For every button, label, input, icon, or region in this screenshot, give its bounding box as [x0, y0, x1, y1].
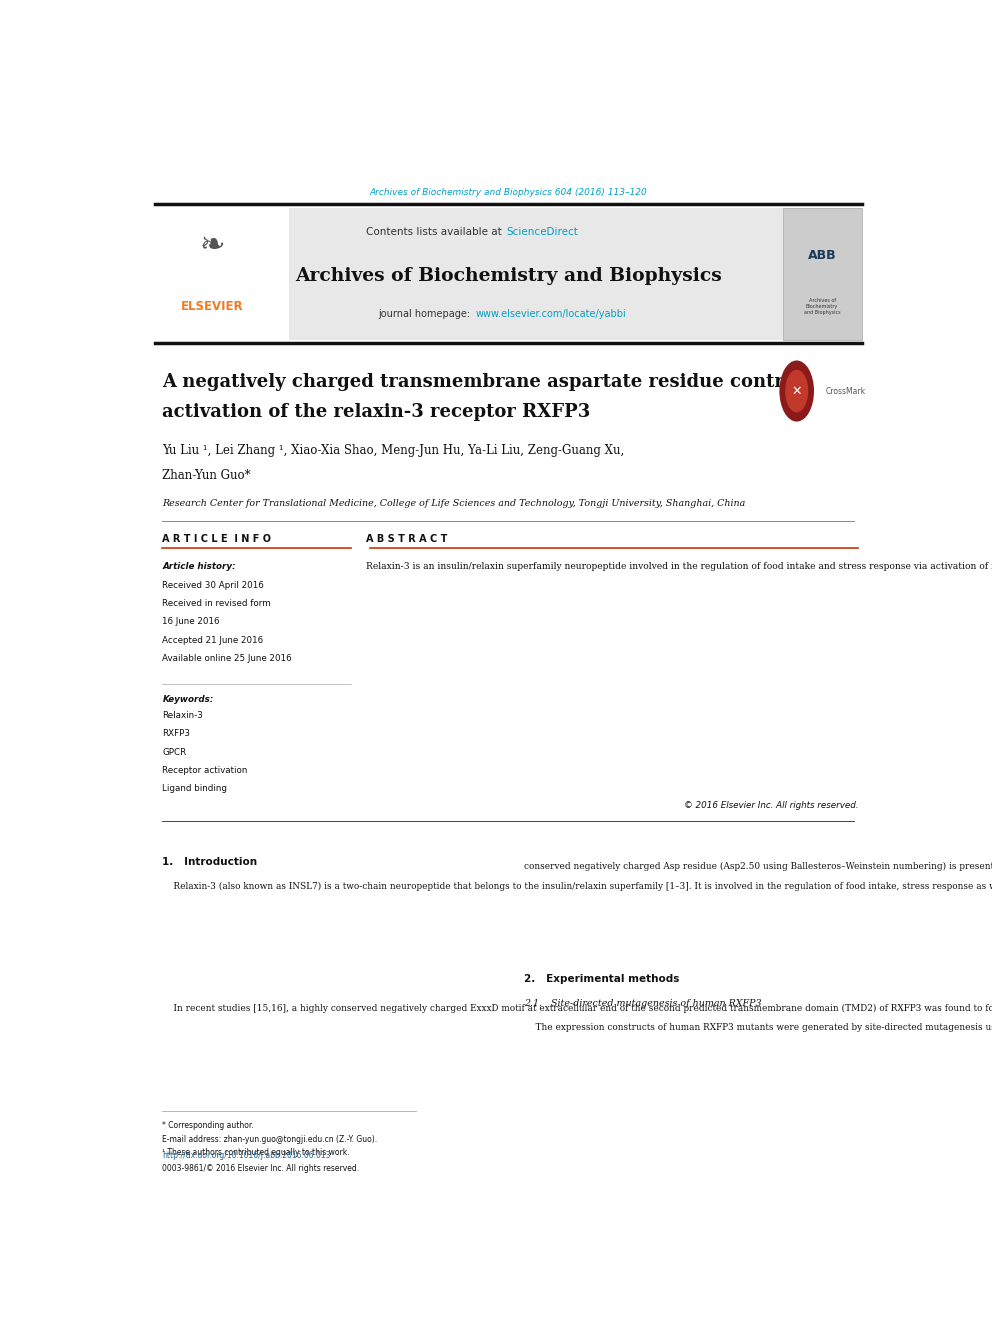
Text: GPCR: GPCR	[163, 747, 186, 757]
Text: Archives of Biochemistry and Biophysics: Archives of Biochemistry and Biophysics	[295, 267, 722, 284]
Text: Keywords:: Keywords:	[163, 695, 214, 704]
Text: ELSEVIER: ELSEVIER	[182, 300, 244, 314]
Text: Relaxin-3 (also known as INSL7) is a two-chain neuropeptide that belongs to the : Relaxin-3 (also known as INSL7) is a two…	[163, 882, 992, 892]
Text: conserved negatively charged Asp residue (Asp2.50 using Ballesteros–Weinstein nu: conserved negatively charged Asp residue…	[524, 861, 992, 871]
Text: journal homepage:: journal homepage:	[379, 308, 474, 319]
Text: A R T I C L E  I N F O: A R T I C L E I N F O	[163, 533, 272, 544]
Text: Archives of Biochemistry and Biophysics 604 (2016) 113–120: Archives of Biochemistry and Biophysics …	[370, 188, 647, 197]
Text: Yu Liu ¹, Lei Zhang ¹, Xiao-Xia Shao, Meng-Jun Hu, Ya-Li Liu, Zeng-Guang Xu,: Yu Liu ¹, Lei Zhang ¹, Xiao-Xia Shao, Me…	[163, 445, 625, 456]
Text: ✕: ✕	[792, 385, 802, 397]
Text: Archives of
Biochemistry
and Biophysics: Archives of Biochemistry and Biophysics	[804, 298, 840, 315]
Text: Received in revised form: Received in revised form	[163, 599, 271, 607]
Ellipse shape	[786, 369, 808, 413]
FancyBboxPatch shape	[155, 208, 290, 340]
Text: Ligand binding: Ligand binding	[163, 785, 227, 794]
Text: Article history:: Article history:	[163, 562, 236, 572]
Text: In recent studies [15,16], a highly conserved negatively charged ExxxD motif at : In recent studies [15,16], a highly cons…	[163, 1004, 992, 1013]
Text: 2.   Experimental methods: 2. Experimental methods	[524, 974, 680, 984]
FancyBboxPatch shape	[155, 208, 862, 340]
Text: * Corresponding author.: * Corresponding author.	[163, 1122, 254, 1130]
Text: activation of the relaxin-3 receptor RXFP3: activation of the relaxin-3 receptor RXF…	[163, 404, 590, 421]
Ellipse shape	[780, 360, 814, 422]
Text: http://dx.doi.org/10.1016/j.abb.2016.06.013: http://dx.doi.org/10.1016/j.abb.2016.06.…	[163, 1151, 331, 1160]
Text: E-mail address: zhan-yun.guo@tongji.edu.cn (Z.-Y. Guo).: E-mail address: zhan-yun.guo@tongji.edu.…	[163, 1135, 378, 1143]
Text: ❧: ❧	[199, 230, 225, 259]
Text: © 2016 Elsevier Inc. All rights reserved.: © 2016 Elsevier Inc. All rights reserved…	[683, 800, 858, 810]
Text: ABB: ABB	[807, 249, 836, 262]
Text: A B S T R A C T: A B S T R A C T	[366, 533, 447, 544]
Text: Accepted 21 June 2016: Accepted 21 June 2016	[163, 635, 264, 644]
FancyBboxPatch shape	[783, 208, 862, 340]
Text: CrossMark: CrossMark	[825, 386, 865, 396]
Text: Receptor activation: Receptor activation	[163, 766, 248, 775]
Text: 1.   Introduction: 1. Introduction	[163, 856, 258, 867]
Text: Available online 25 June 2016: Available online 25 June 2016	[163, 654, 292, 663]
Text: ¹ These authors contributed equally to this work.: ¹ These authors contributed equally to t…	[163, 1148, 350, 1156]
Text: Research Center for Translational Medicine, College of Life Sciences and Technol: Research Center for Translational Medici…	[163, 499, 746, 508]
Text: 16 June 2016: 16 June 2016	[163, 617, 220, 626]
Text: A negatively charged transmembrane aspartate residue controls: A negatively charged transmembrane aspar…	[163, 373, 813, 390]
Text: Received 30 April 2016: Received 30 April 2016	[163, 581, 264, 590]
Text: www.elsevier.com/locate/yabbi: www.elsevier.com/locate/yabbi	[475, 308, 626, 319]
Text: RXFP3: RXFP3	[163, 729, 190, 738]
Text: Zhan-Yun Guo*: Zhan-Yun Guo*	[163, 470, 251, 483]
Text: 0003-9861/© 2016 Elsevier Inc. All rights reserved.: 0003-9861/© 2016 Elsevier Inc. All right…	[163, 1164, 359, 1174]
Text: The expression constructs of human RXFP3 mutants were generated by site-directed: The expression constructs of human RXFP3…	[524, 1023, 992, 1032]
Text: 2.1.   Site-directed mutagenesis of human RXFP3: 2.1. Site-directed mutagenesis of human …	[524, 999, 761, 1008]
Text: Relaxin-3 is an insulin/relaxin superfamily neuropeptide involved in the regulat: Relaxin-3 is an insulin/relaxin superfam…	[366, 562, 992, 572]
Text: Contents lists available at: Contents lists available at	[366, 228, 505, 237]
Text: ScienceDirect: ScienceDirect	[506, 228, 578, 237]
Text: Relaxin-3: Relaxin-3	[163, 710, 203, 720]
